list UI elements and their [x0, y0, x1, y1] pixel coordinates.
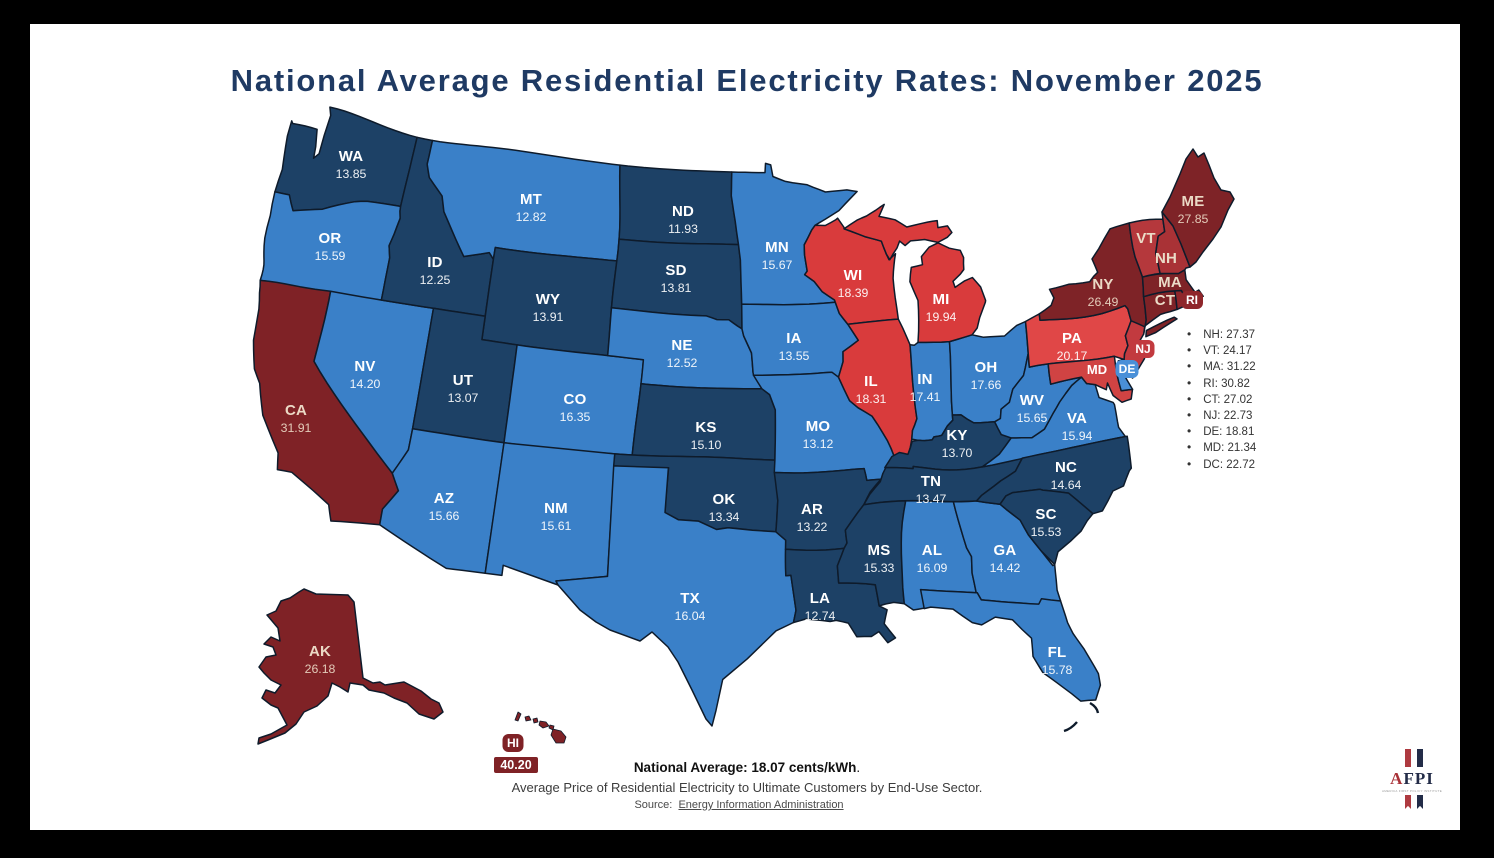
svg-text:AZ: AZ	[434, 490, 454, 507]
svg-text:IA: IA	[786, 330, 801, 347]
svg-text:AR: AR	[801, 501, 823, 518]
svg-text:15.10: 15.10	[691, 438, 722, 452]
svg-text:OR: OR	[319, 230, 342, 247]
svg-text:13.91: 13.91	[533, 310, 564, 324]
svg-text:14.42: 14.42	[990, 561, 1021, 575]
svg-text:16.09: 16.09	[917, 561, 948, 575]
svg-text:MD: MD	[1087, 362, 1107, 377]
svg-text:NY: NY	[1092, 276, 1113, 293]
svg-text:WY: WY	[536, 291, 561, 308]
svg-text:NJ: NJ	[1135, 342, 1150, 356]
svg-text:18.39: 18.39	[838, 286, 869, 300]
svg-text:WA: WA	[339, 148, 364, 165]
svg-text:13.81: 13.81	[661, 281, 692, 295]
svg-text:17.66: 17.66	[971, 378, 1002, 392]
svg-text:NM: NM	[544, 500, 568, 517]
svg-text:13.70: 13.70	[942, 446, 973, 460]
svg-text:12.25: 12.25	[420, 273, 451, 287]
svg-text:12.52: 12.52	[667, 356, 698, 370]
svg-text:16.35: 16.35	[560, 410, 591, 424]
svg-text:17.41: 17.41	[910, 390, 941, 404]
svg-text:CO: CO	[564, 391, 587, 408]
svg-text:NE: NE	[671, 337, 692, 354]
svg-text:MA: MA	[1158, 274, 1182, 291]
svg-text:AK: AK	[309, 643, 331, 660]
svg-text:15.59: 15.59	[315, 249, 346, 263]
svg-text:11.93: 11.93	[668, 222, 698, 236]
svg-text:IN: IN	[917, 371, 932, 388]
svg-text:SD: SD	[665, 262, 686, 279]
svg-text:AL: AL	[922, 542, 942, 559]
svg-text:MI: MI	[932, 291, 949, 308]
svg-text:RI: RI	[1186, 293, 1198, 307]
svg-text:27.85: 27.85	[1178, 212, 1209, 226]
svg-text:15.33: 15.33	[864, 561, 895, 575]
svg-text:14.20: 14.20	[350, 377, 381, 391]
svg-text:PA: PA	[1062, 330, 1082, 347]
svg-text:13.85: 13.85	[336, 167, 367, 181]
svg-text:MO: MO	[806, 418, 831, 435]
svg-text:15.94: 15.94	[1062, 429, 1093, 443]
svg-text:14.64: 14.64	[1051, 478, 1082, 492]
svg-text:31.91: 31.91	[281, 421, 312, 435]
svg-text:ND: ND	[672, 203, 694, 220]
svg-text:12.74: 12.74	[805, 609, 836, 623]
svg-text:NV: NV	[354, 358, 375, 375]
svg-text:TX: TX	[680, 590, 700, 607]
svg-text:LA: LA	[810, 590, 830, 607]
svg-text:MT: MT	[520, 191, 542, 208]
svg-text:NH: NH	[1155, 250, 1177, 267]
svg-text:26.49: 26.49	[1088, 295, 1119, 309]
svg-text:KS: KS	[695, 419, 716, 436]
svg-text:WV: WV	[1020, 392, 1045, 409]
svg-text:FL: FL	[1048, 644, 1067, 661]
svg-text:15.78: 15.78	[1042, 663, 1073, 677]
svg-text:NC: NC	[1055, 459, 1077, 476]
svg-text:MN: MN	[765, 239, 789, 256]
svg-text:ID: ID	[427, 254, 442, 271]
svg-text:15.67: 15.67	[762, 258, 793, 272]
svg-text:TN: TN	[921, 473, 941, 490]
svg-text:16.04: 16.04	[675, 609, 706, 623]
svg-text:13.07: 13.07	[448, 391, 479, 405]
svg-text:OH: OH	[975, 359, 998, 376]
svg-text:13.12: 13.12	[803, 437, 834, 451]
svg-text:OK: OK	[713, 491, 736, 508]
svg-text:18.31: 18.31	[856, 392, 887, 406]
svg-text:12.82: 12.82	[516, 210, 547, 224]
svg-text:SC: SC	[1035, 506, 1056, 523]
svg-text:DE: DE	[1119, 362, 1136, 376]
svg-text:CT: CT	[1155, 292, 1175, 309]
svg-text:13.47: 13.47	[916, 492, 947, 506]
svg-text:HI: HI	[507, 736, 519, 750]
svg-text:15.61: 15.61	[541, 519, 572, 533]
svg-text:13.34: 13.34	[709, 510, 740, 524]
svg-text:20.17: 20.17	[1057, 349, 1088, 363]
svg-text:15.66: 15.66	[429, 509, 460, 523]
svg-text:15.65: 15.65	[1017, 411, 1048, 425]
svg-text:KY: KY	[946, 427, 967, 444]
svg-text:19.94: 19.94	[926, 310, 957, 324]
svg-text:IL: IL	[864, 373, 878, 390]
svg-text:MS: MS	[868, 542, 891, 559]
svg-text:15.53: 15.53	[1031, 525, 1062, 539]
svg-text:VT: VT	[1136, 230, 1156, 247]
svg-text:UT: UT	[453, 372, 473, 389]
svg-text:WI: WI	[844, 267, 863, 284]
svg-text:CA: CA	[285, 402, 307, 419]
svg-text:13.22: 13.22	[797, 520, 828, 534]
svg-text:ME: ME	[1182, 193, 1205, 210]
svg-text:40.20: 40.20	[500, 758, 531, 772]
svg-text:13.55: 13.55	[779, 349, 810, 363]
svg-text:26.18: 26.18	[305, 662, 336, 676]
svg-text:GA: GA	[994, 542, 1017, 559]
svg-text:VA: VA	[1067, 410, 1087, 427]
